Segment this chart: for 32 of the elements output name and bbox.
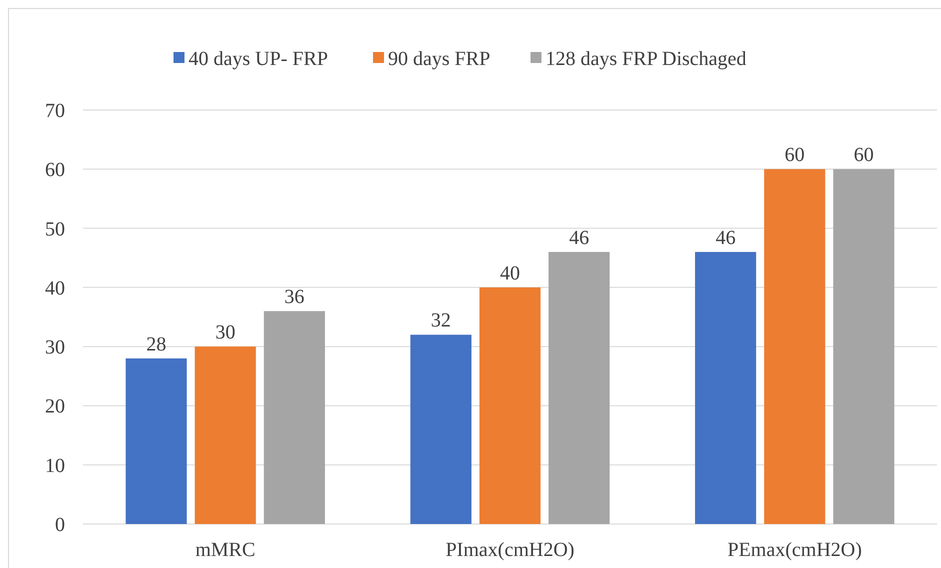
legend-label: 40 days UP- FRP (188, 48, 328, 70)
data-label: 32 (430, 310, 451, 332)
x-tick-label: PImax(cmH2O) (446, 539, 574, 561)
data-label: 60 (854, 144, 874, 166)
x-tick-label: PEmax(cmH2O) (727, 539, 862, 561)
y-tick-label: 60 (45, 159, 65, 182)
data-label: 40 (500, 262, 520, 284)
data-label: 46 (716, 226, 736, 249)
bar (695, 252, 756, 524)
data-label: 36 (284, 286, 304, 308)
y-tick-label: 0 (55, 514, 65, 536)
x-tick-label: mMRC (195, 539, 256, 561)
bar (764, 169, 826, 524)
data-label: 28 (146, 333, 166, 356)
legend-label: 128 days FRP Dischaged (546, 48, 746, 70)
y-tick-label: 30 (45, 336, 65, 359)
bar (479, 287, 541, 524)
y-tick-label: 50 (45, 218, 65, 240)
bar (264, 311, 325, 524)
y-tick-label: 20 (45, 396, 65, 418)
y-tick-label: 70 (45, 100, 65, 122)
y-tick-label: 40 (45, 277, 65, 300)
data-label: 60 (784, 144, 805, 166)
bar (833, 169, 894, 524)
bar (548, 252, 610, 524)
legend-label: 90 days FRP (388, 48, 490, 70)
y-tick-label: 10 (45, 454, 65, 477)
bar (410, 334, 472, 524)
data-label: 30 (215, 322, 236, 344)
bar (126, 358, 187, 524)
data-label: 46 (569, 226, 590, 249)
bar (194, 346, 256, 524)
